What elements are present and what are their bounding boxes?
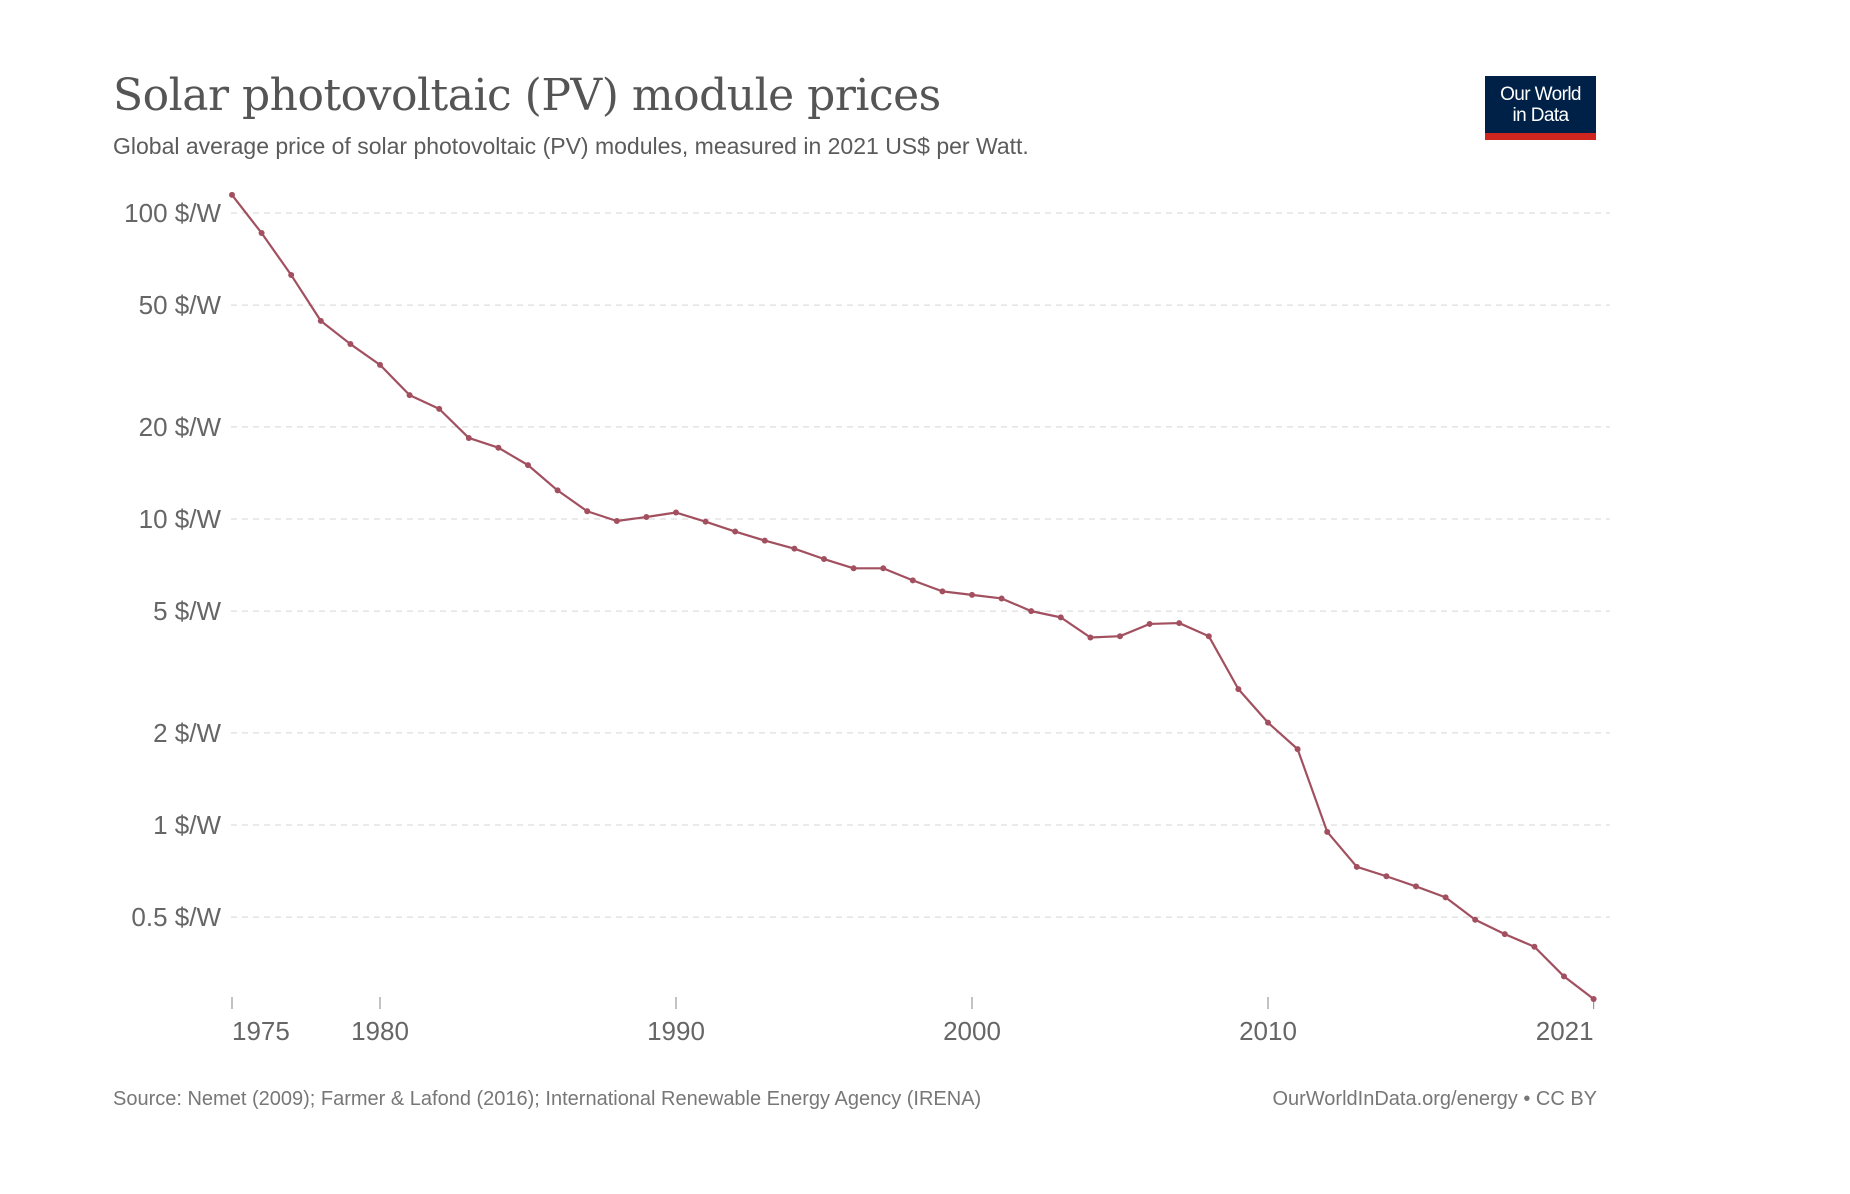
- data-point[interactable]: [732, 528, 739, 535]
- data-point[interactable]: [1353, 863, 1360, 870]
- data-point[interactable]: [1265, 719, 1271, 726]
- data-point[interactable]: [1472, 916, 1479, 923]
- x-tick-label: 2010: [1239, 1016, 1297, 1046]
- data-point[interactable]: [761, 537, 768, 544]
- y-tick-label: 50 $/W: [139, 290, 222, 320]
- y-axis-labels: 100 $/W 50 $/W 20 $/W 10 $/W 5 $/W 2 $/W 1 $/W…: [124, 198, 221, 932]
- data-point[interactable]: [939, 588, 946, 595]
- data-point[interactable]: [554, 487, 561, 494]
- y-tick-label: 20 $/W: [139, 412, 222, 442]
- owid-logo[interactable]: Our World in Data: [1485, 76, 1596, 140]
- data-point[interactable]: [1117, 633, 1123, 640]
- y-tick-label: 10 $/W: [139, 504, 222, 534]
- x-tick-label: 2000: [943, 1016, 1001, 1046]
- data-point[interactable]: [1561, 973, 1567, 980]
- data-point[interactable]: [1383, 873, 1390, 880]
- data-point[interactable]: [1294, 746, 1301, 753]
- x-tick-label: 2021: [1536, 1016, 1594, 1046]
- logo-line-2: in Data: [1512, 104, 1569, 126]
- data-point[interactable]: [909, 577, 916, 584]
- data-point[interactable]: [969, 591, 975, 598]
- data-point[interactable]: [495, 444, 502, 451]
- y-tick-label: 1 $/W: [153, 810, 221, 840]
- data-point[interactable]: [1235, 686, 1242, 693]
- data-point[interactable]: [1057, 614, 1064, 621]
- data-point[interactable]: [377, 361, 383, 368]
- data-point[interactable]: [258, 230, 265, 237]
- series-line: [231, 194, 1595, 1000]
- data-point[interactable]: [880, 565, 887, 572]
- y-tick-label: 100 $/W: [124, 198, 221, 228]
- logo-line-1: Our World: [1500, 83, 1581, 105]
- data-point[interactable]: [791, 545, 798, 552]
- series-layer: [229, 191, 1597, 1003]
- data-point[interactable]: [1442, 894, 1449, 901]
- data-point[interactable]: [584, 508, 591, 515]
- data-point[interactable]: [1531, 943, 1538, 950]
- data-point[interactable]: [436, 405, 443, 412]
- data-point[interactable]: [525, 462, 531, 469]
- data-point[interactable]: [1028, 608, 1035, 615]
- data-point[interactable]: [613, 518, 620, 525]
- data-point[interactable]: [1205, 633, 1212, 640]
- y-tick-label: 0.5 $/W: [131, 902, 221, 932]
- data-point[interactable]: [998, 595, 1005, 602]
- x-tick-label: 1980: [351, 1016, 409, 1046]
- x-axis: 1975 1980 1990 2000 2010 2021: [231, 997, 1595, 1046]
- data-point[interactable]: [850, 565, 857, 572]
- data-point[interactable]: [643, 514, 650, 521]
- data-point[interactable]: [465, 434, 472, 441]
- data-point[interactable]: [1087, 634, 1094, 641]
- chart-title: Solar photovoltaic (PV) module prices: [113, 70, 941, 121]
- data-point[interactable]: [673, 509, 679, 516]
- data-point[interactable]: [288, 272, 295, 279]
- data-point[interactable]: [1324, 828, 1331, 835]
- y-tick-label: 5 $/W: [153, 596, 221, 626]
- source-note: Source: Nemet (2009); Farmer & Lafond (2…: [113, 1088, 982, 1110]
- credit-link[interactable]: OurWorldInData.org/energy • CC BY: [1272, 1088, 1597, 1110]
- data-point[interactable]: [1176, 620, 1183, 627]
- x-tick-label: 1990: [647, 1016, 705, 1046]
- gridlines: [231, 212, 1610, 918]
- y-tick-label: 2 $/W: [153, 718, 221, 748]
- data-point[interactable]: [1146, 620, 1153, 627]
- data-point[interactable]: [406, 392, 413, 399]
- data-point[interactable]: [821, 556, 827, 563]
- data-point[interactable]: [702, 518, 709, 525]
- data-point[interactable]: [1501, 931, 1508, 938]
- data-point[interactable]: [1590, 996, 1597, 1003]
- data-point[interactable]: [317, 317, 324, 324]
- x-tick-label: 1975: [232, 1016, 290, 1046]
- data-point[interactable]: [229, 191, 235, 198]
- chart-subtitle: Global average price of solar photovolta…: [113, 133, 1029, 159]
- data-point[interactable]: [347, 341, 354, 348]
- data-point[interactable]: [1413, 883, 1419, 890]
